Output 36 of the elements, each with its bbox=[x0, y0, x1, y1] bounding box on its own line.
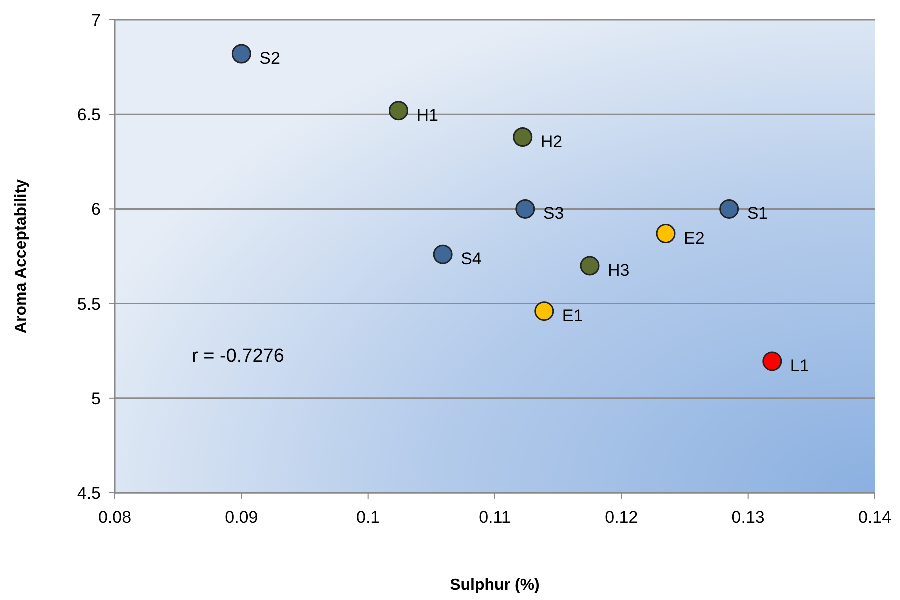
data-label: H3 bbox=[608, 260, 630, 280]
y-tick-label: 4.5 bbox=[77, 484, 101, 503]
y-axis-title: Aroma Acceptability bbox=[13, 179, 30, 334]
point bbox=[513, 128, 533, 148]
point bbox=[232, 44, 252, 64]
point bbox=[656, 224, 676, 244]
data-label: L1 bbox=[790, 356, 810, 376]
x-tick-label: 0.14 bbox=[858, 508, 892, 527]
data-label: E1 bbox=[562, 306, 584, 326]
point bbox=[720, 199, 740, 219]
data-label: S1 bbox=[747, 204, 768, 224]
data-label: S4 bbox=[461, 250, 482, 269]
x-tick-label: 0.1 bbox=[356, 508, 380, 527]
x-tick-label: 0.13 bbox=[732, 508, 765, 527]
y-tick-label: 5.5 bbox=[77, 294, 101, 314]
x-tick-label: 0.12 bbox=[605, 508, 638, 527]
point bbox=[580, 256, 600, 276]
point bbox=[534, 302, 554, 322]
point bbox=[762, 352, 782, 372]
x-tick-label: 0.09 bbox=[225, 508, 258, 527]
y-tick-label: 6 bbox=[92, 200, 101, 220]
point bbox=[516, 199, 536, 219]
data-label: S2 bbox=[260, 49, 280, 68]
y-tick-label: 5 bbox=[92, 389, 101, 408]
y-tick-label: 6.5 bbox=[77, 106, 101, 125]
y-tick-label: 7 bbox=[92, 11, 101, 30]
data-label: S3 bbox=[543, 204, 564, 224]
point bbox=[433, 244, 453, 264]
data-label: H2 bbox=[540, 132, 563, 152]
data-label: E2 bbox=[684, 228, 705, 248]
x-tick-label: 0.11 bbox=[479, 508, 511, 527]
annotation: r = -0.7276 bbox=[192, 346, 284, 367]
point bbox=[388, 101, 408, 121]
data-label: H1 bbox=[416, 106, 438, 125]
x-axis-title: Sulphur (%) bbox=[450, 577, 540, 594]
x-tick-label: 0.08 bbox=[98, 508, 132, 527]
